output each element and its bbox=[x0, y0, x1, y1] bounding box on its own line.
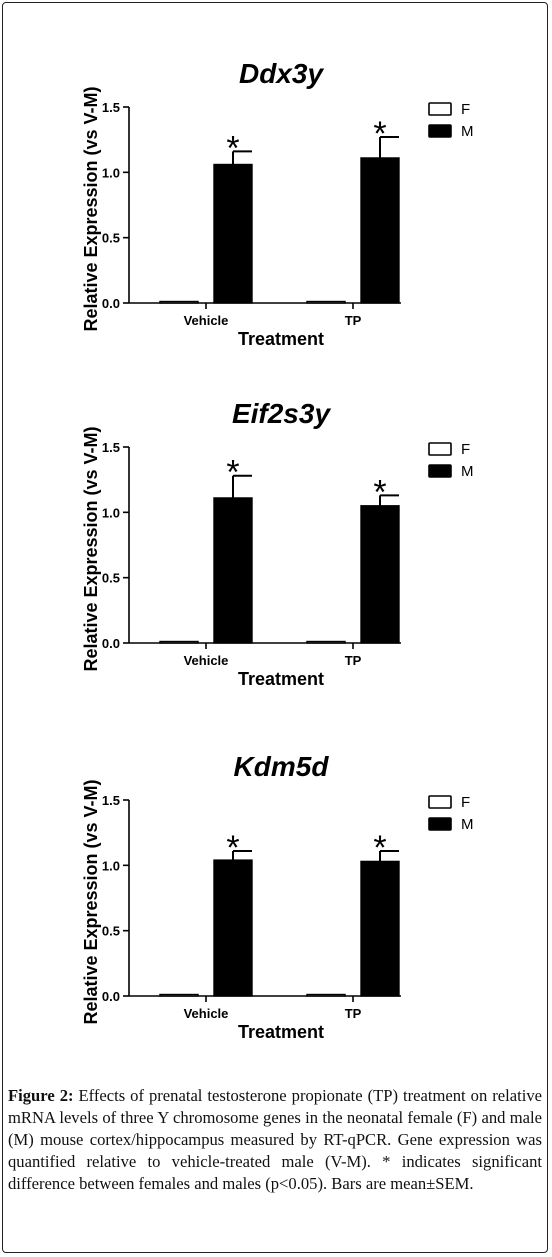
legend-swatch-f bbox=[428, 442, 452, 456]
legend-swatch-m bbox=[428, 464, 452, 478]
chart-eif2s3y: Eif2s3y Relative Expression (vs V-M) 0.0 0.… bbox=[81, 398, 474, 689]
legend-label-f: F bbox=[461, 794, 470, 811]
bar-f bbox=[306, 300, 346, 304]
y-tick-label: 0.5 bbox=[102, 924, 120, 939]
y-tick-label: 1.5 bbox=[102, 440, 120, 455]
bar-f bbox=[306, 993, 346, 997]
chart-title: Eif2s3y bbox=[232, 398, 331, 429]
y-tick-label: 1.0 bbox=[102, 858, 120, 873]
y-tick-label: 1.0 bbox=[102, 505, 120, 520]
significance-star: * bbox=[226, 454, 239, 492]
y-tick-label: 0.0 bbox=[102, 636, 120, 651]
y-axis-label: Relative Expression (vs V-M) bbox=[81, 86, 101, 331]
x-tick-label: TP bbox=[345, 1006, 362, 1021]
legend-label-m: M bbox=[461, 463, 474, 480]
chart-title: Ddx3y bbox=[239, 58, 324, 89]
legend-label-f: F bbox=[461, 441, 470, 458]
y-axis-label: Relative Expression (vs V-M) bbox=[81, 779, 101, 1024]
bar-m bbox=[213, 859, 253, 997]
bar-f bbox=[306, 640, 346, 644]
y-tick-label: 1.5 bbox=[102, 793, 120, 808]
y-tick-label: 0.0 bbox=[102, 989, 120, 1004]
x-tick-label: Vehicle bbox=[184, 653, 229, 668]
significance-star: * bbox=[373, 473, 386, 511]
y-tick-label: 0.5 bbox=[102, 231, 120, 246]
x-tick-label: TP bbox=[345, 653, 362, 668]
caption-label: Figure 2: bbox=[8, 1086, 74, 1105]
x-tick-label: Vehicle bbox=[184, 1006, 229, 1021]
legend-swatch-m bbox=[428, 817, 452, 831]
legend-label-m: M bbox=[461, 123, 474, 140]
legend-label-f: F bbox=[461, 101, 470, 118]
y-tick-label: 0.5 bbox=[102, 571, 120, 586]
significance-star: * bbox=[226, 129, 239, 167]
figure-caption: Figure 2: Effects of prenatal testostero… bbox=[8, 1085, 542, 1195]
legend-label-m: M bbox=[461, 816, 474, 833]
y-tick-label: 0.0 bbox=[102, 296, 120, 311]
significance-star: * bbox=[373, 829, 386, 867]
chart-ddx3y: Ddx3y Relative Expression (vs V-M) 0.0 0.5 1… bbox=[81, 58, 474, 349]
x-axis-label: Treatment bbox=[238, 669, 324, 689]
x-tick-label: TP bbox=[345, 313, 362, 328]
bar-m bbox=[213, 163, 253, 304]
chart-kdm5d: Kdm5d Relative Expression (vs V-M) 0.0 0.5 1… bbox=[81, 751, 474, 1042]
chart-title: Kdm5d bbox=[234, 751, 330, 782]
y-tick-label: 1.0 bbox=[102, 165, 120, 180]
bar-f bbox=[159, 993, 199, 997]
x-tick-label: Vehicle bbox=[184, 313, 229, 328]
bar-m bbox=[213, 497, 253, 644]
y-tick-label: 1.5 bbox=[102, 100, 120, 115]
legend-swatch-f bbox=[428, 795, 452, 809]
legend-swatch-m bbox=[428, 124, 452, 138]
legend-swatch-f bbox=[428, 102, 452, 116]
significance-star: * bbox=[373, 115, 386, 153]
caption-text: Effects of prenatal testosterone propion… bbox=[8, 1086, 542, 1193]
significance-star: * bbox=[226, 829, 239, 867]
bar-f bbox=[159, 300, 199, 304]
bar-m bbox=[360, 505, 400, 644]
bar-m bbox=[360, 157, 400, 304]
bar-f bbox=[159, 640, 199, 644]
x-axis-label: Treatment bbox=[238, 329, 324, 349]
bar-m bbox=[360, 860, 400, 997]
x-axis-label: Treatment bbox=[238, 1022, 324, 1042]
y-axis-label: Relative Expression (vs V-M) bbox=[81, 426, 101, 671]
